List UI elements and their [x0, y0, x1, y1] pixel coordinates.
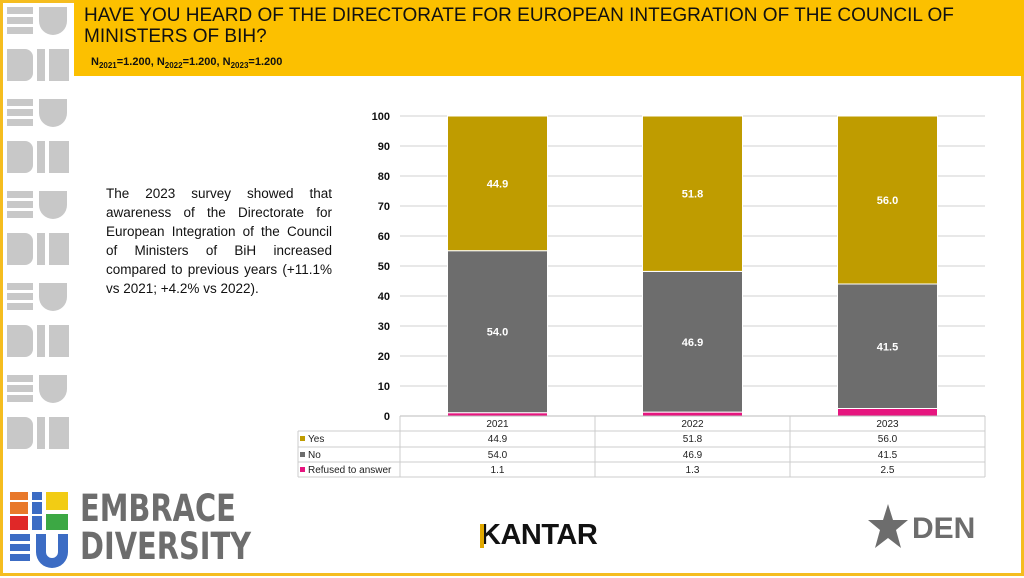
y-tick-label: 10 [378, 381, 390, 393]
bar-yes [642, 115, 743, 272]
legend-swatch [300, 467, 305, 472]
data-label: 54.0 [487, 327, 508, 339]
y-tick-label: 60 [378, 231, 390, 243]
data-label: 41.5 [877, 341, 898, 353]
sample-size-item: N2021=1.200, [91, 56, 157, 71]
y-tick-label: 80 [378, 171, 390, 183]
y-tick-label: 50 [378, 261, 390, 273]
legend-swatch [300, 436, 305, 441]
y-tick-label: 40 [378, 291, 390, 303]
y-tick-label: 30 [378, 321, 390, 333]
summary-text: The 2023 survey showed that awareness of… [106, 186, 332, 296]
x-tick-label: 2021 [486, 419, 509, 430]
table-cell: 1.1 [491, 465, 505, 476]
page-title: HAVE YOU HEARD OF THE DIRECTORATE FOR EU… [84, 5, 954, 47]
kantar-logo: KANTAR [480, 519, 598, 551]
y-tick-label: 70 [378, 201, 390, 213]
bar-refused-to-answer [642, 411, 743, 417]
table-cell: 41.5 [878, 450, 898, 461]
data-label: 46.9 [682, 337, 703, 349]
bar-refused-to-answer [837, 408, 938, 417]
sample-size-item: N2022=1.200, [156, 56, 223, 71]
logo-text-embrace: EMBRACE [80, 487, 236, 530]
table-cell: 2.5 [881, 465, 895, 476]
data-label: 44.9 [487, 178, 508, 190]
table-cell: 56.0 [878, 434, 898, 445]
table-cell: 54.0 [488, 450, 508, 461]
table-cell: 51.8 [683, 434, 703, 445]
legend-label: No [308, 450, 321, 461]
sample-size: N2021=1.200, N2022=1.200, N2023=1.200 [91, 56, 282, 70]
eu-bih-pattern-logo [3, 3, 73, 483]
bar-yes [447, 115, 548, 252]
logo-text-diversity: DIVERSITY [80, 525, 252, 568]
table-cell: 1.3 [686, 465, 700, 476]
table-cell: 46.9 [683, 450, 703, 461]
bar-yes [837, 115, 938, 285]
bar-no [642, 270, 743, 413]
legend-swatch [300, 452, 305, 457]
y-tick-label: 20 [378, 351, 390, 363]
bar-no [837, 283, 938, 409]
y-tick-label: 100 [372, 111, 390, 123]
x-tick-label: 2022 [681, 419, 704, 430]
legend-label: Refused to answer [308, 465, 392, 476]
legend-label: Yes [308, 434, 324, 445]
data-label: 51.8 [682, 189, 703, 201]
data-label: 56.0 [877, 195, 898, 207]
y-tick-label: 90 [378, 141, 390, 153]
header-banner: HAVE YOU HEARD OF THE DIRECTORATE FOR EU… [74, 0, 1024, 76]
sample-size-item: N2023=1.200 [222, 56, 283, 71]
table-cell: 44.9 [488, 434, 508, 445]
x-tick-label: 2023 [876, 419, 899, 430]
y-tick-label: 0 [384, 411, 390, 423]
